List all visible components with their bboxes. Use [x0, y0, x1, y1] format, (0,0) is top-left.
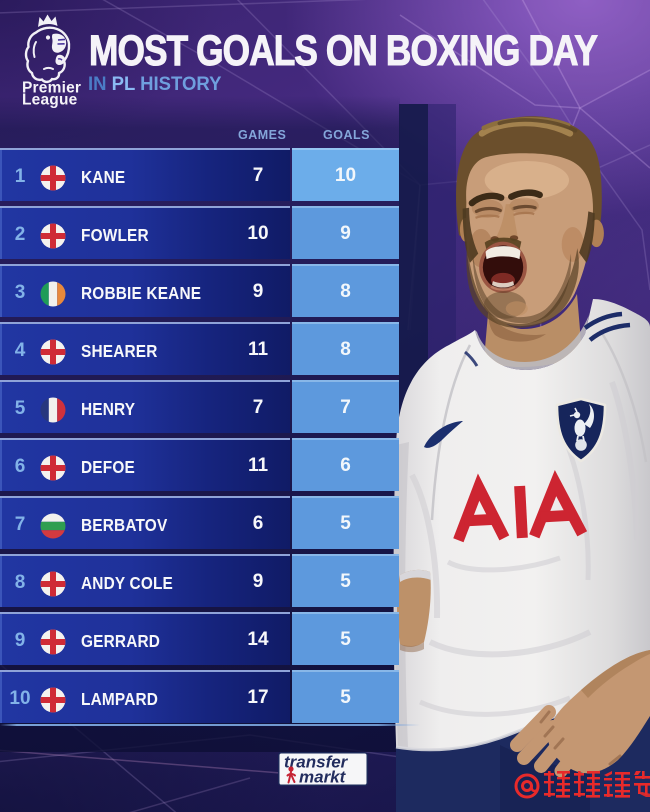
svg-text:transfer: transfer [284, 753, 349, 772]
svg-text:markt: markt [299, 768, 347, 787]
svg-text:League: League [22, 92, 78, 109]
svg-text:Premier: Premier [22, 80, 81, 97]
